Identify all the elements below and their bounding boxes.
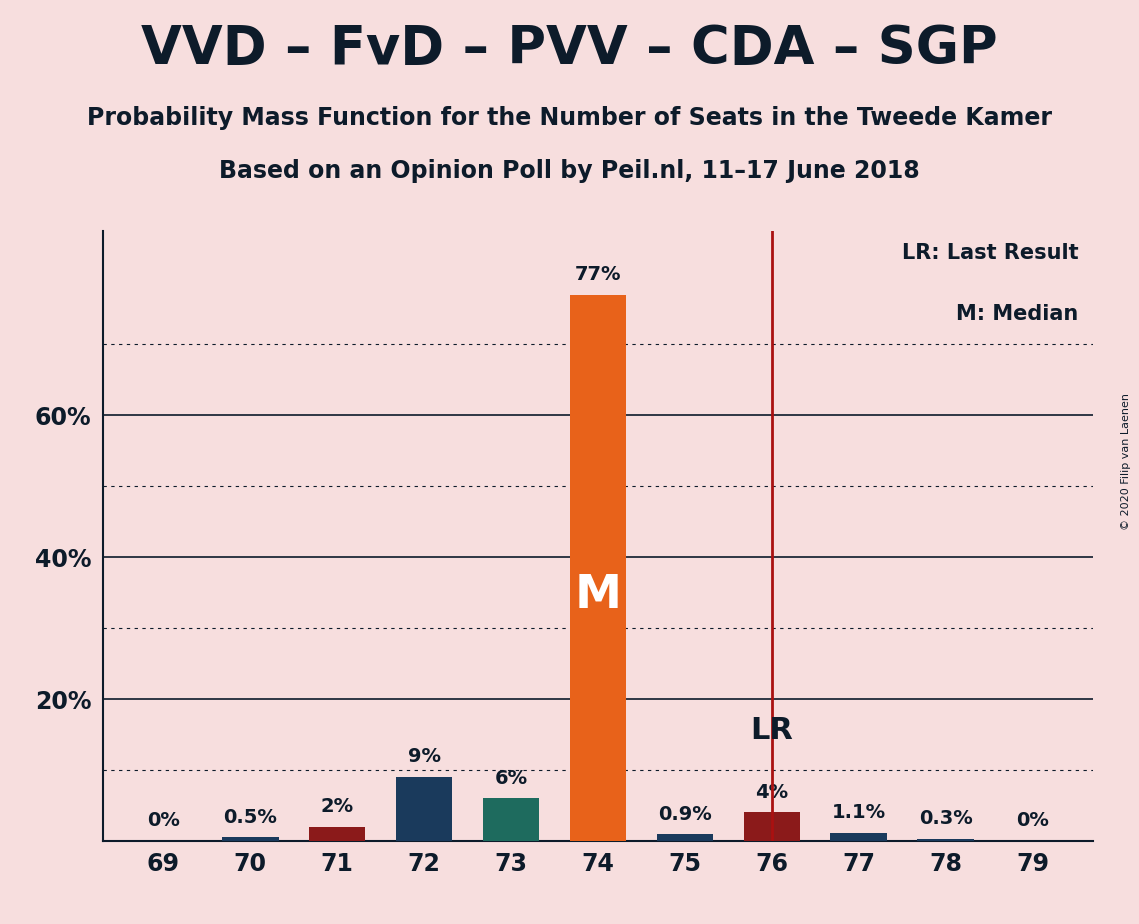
Text: 2%: 2% — [321, 797, 354, 816]
Text: 4%: 4% — [755, 783, 788, 802]
Text: Based on an Opinion Poll by Peil.nl, 11–17 June 2018: Based on an Opinion Poll by Peil.nl, 11–… — [219, 159, 920, 183]
Text: 6%: 6% — [494, 769, 527, 787]
Text: M: M — [574, 573, 622, 617]
Text: 77%: 77% — [575, 265, 621, 285]
Bar — [570, 295, 626, 841]
Bar — [744, 812, 800, 841]
Bar — [222, 837, 279, 841]
Text: 0%: 0% — [147, 811, 180, 830]
Text: LR: LR — [751, 716, 793, 745]
Text: 0%: 0% — [1016, 811, 1049, 830]
Text: 0.5%: 0.5% — [223, 808, 277, 827]
Text: M: Median: M: Median — [957, 304, 1079, 324]
Bar — [657, 834, 713, 841]
Text: Probability Mass Function for the Number of Seats in the Tweede Kamer: Probability Mass Function for the Number… — [87, 106, 1052, 130]
Text: LR: Last Result: LR: Last Result — [902, 243, 1079, 263]
Bar — [483, 798, 539, 841]
Text: 0.9%: 0.9% — [658, 805, 712, 824]
Text: 9%: 9% — [408, 748, 441, 766]
Bar — [309, 827, 366, 841]
Bar — [830, 833, 887, 841]
Text: © 2020 Filip van Laenen: © 2020 Filip van Laenen — [1121, 394, 1131, 530]
Bar — [396, 777, 452, 841]
Text: 1.1%: 1.1% — [831, 803, 886, 822]
Text: 0.3%: 0.3% — [919, 809, 973, 828]
Bar — [917, 839, 974, 841]
Text: VVD – FvD – PVV – CDA – SGP: VVD – FvD – PVV – CDA – SGP — [141, 23, 998, 75]
